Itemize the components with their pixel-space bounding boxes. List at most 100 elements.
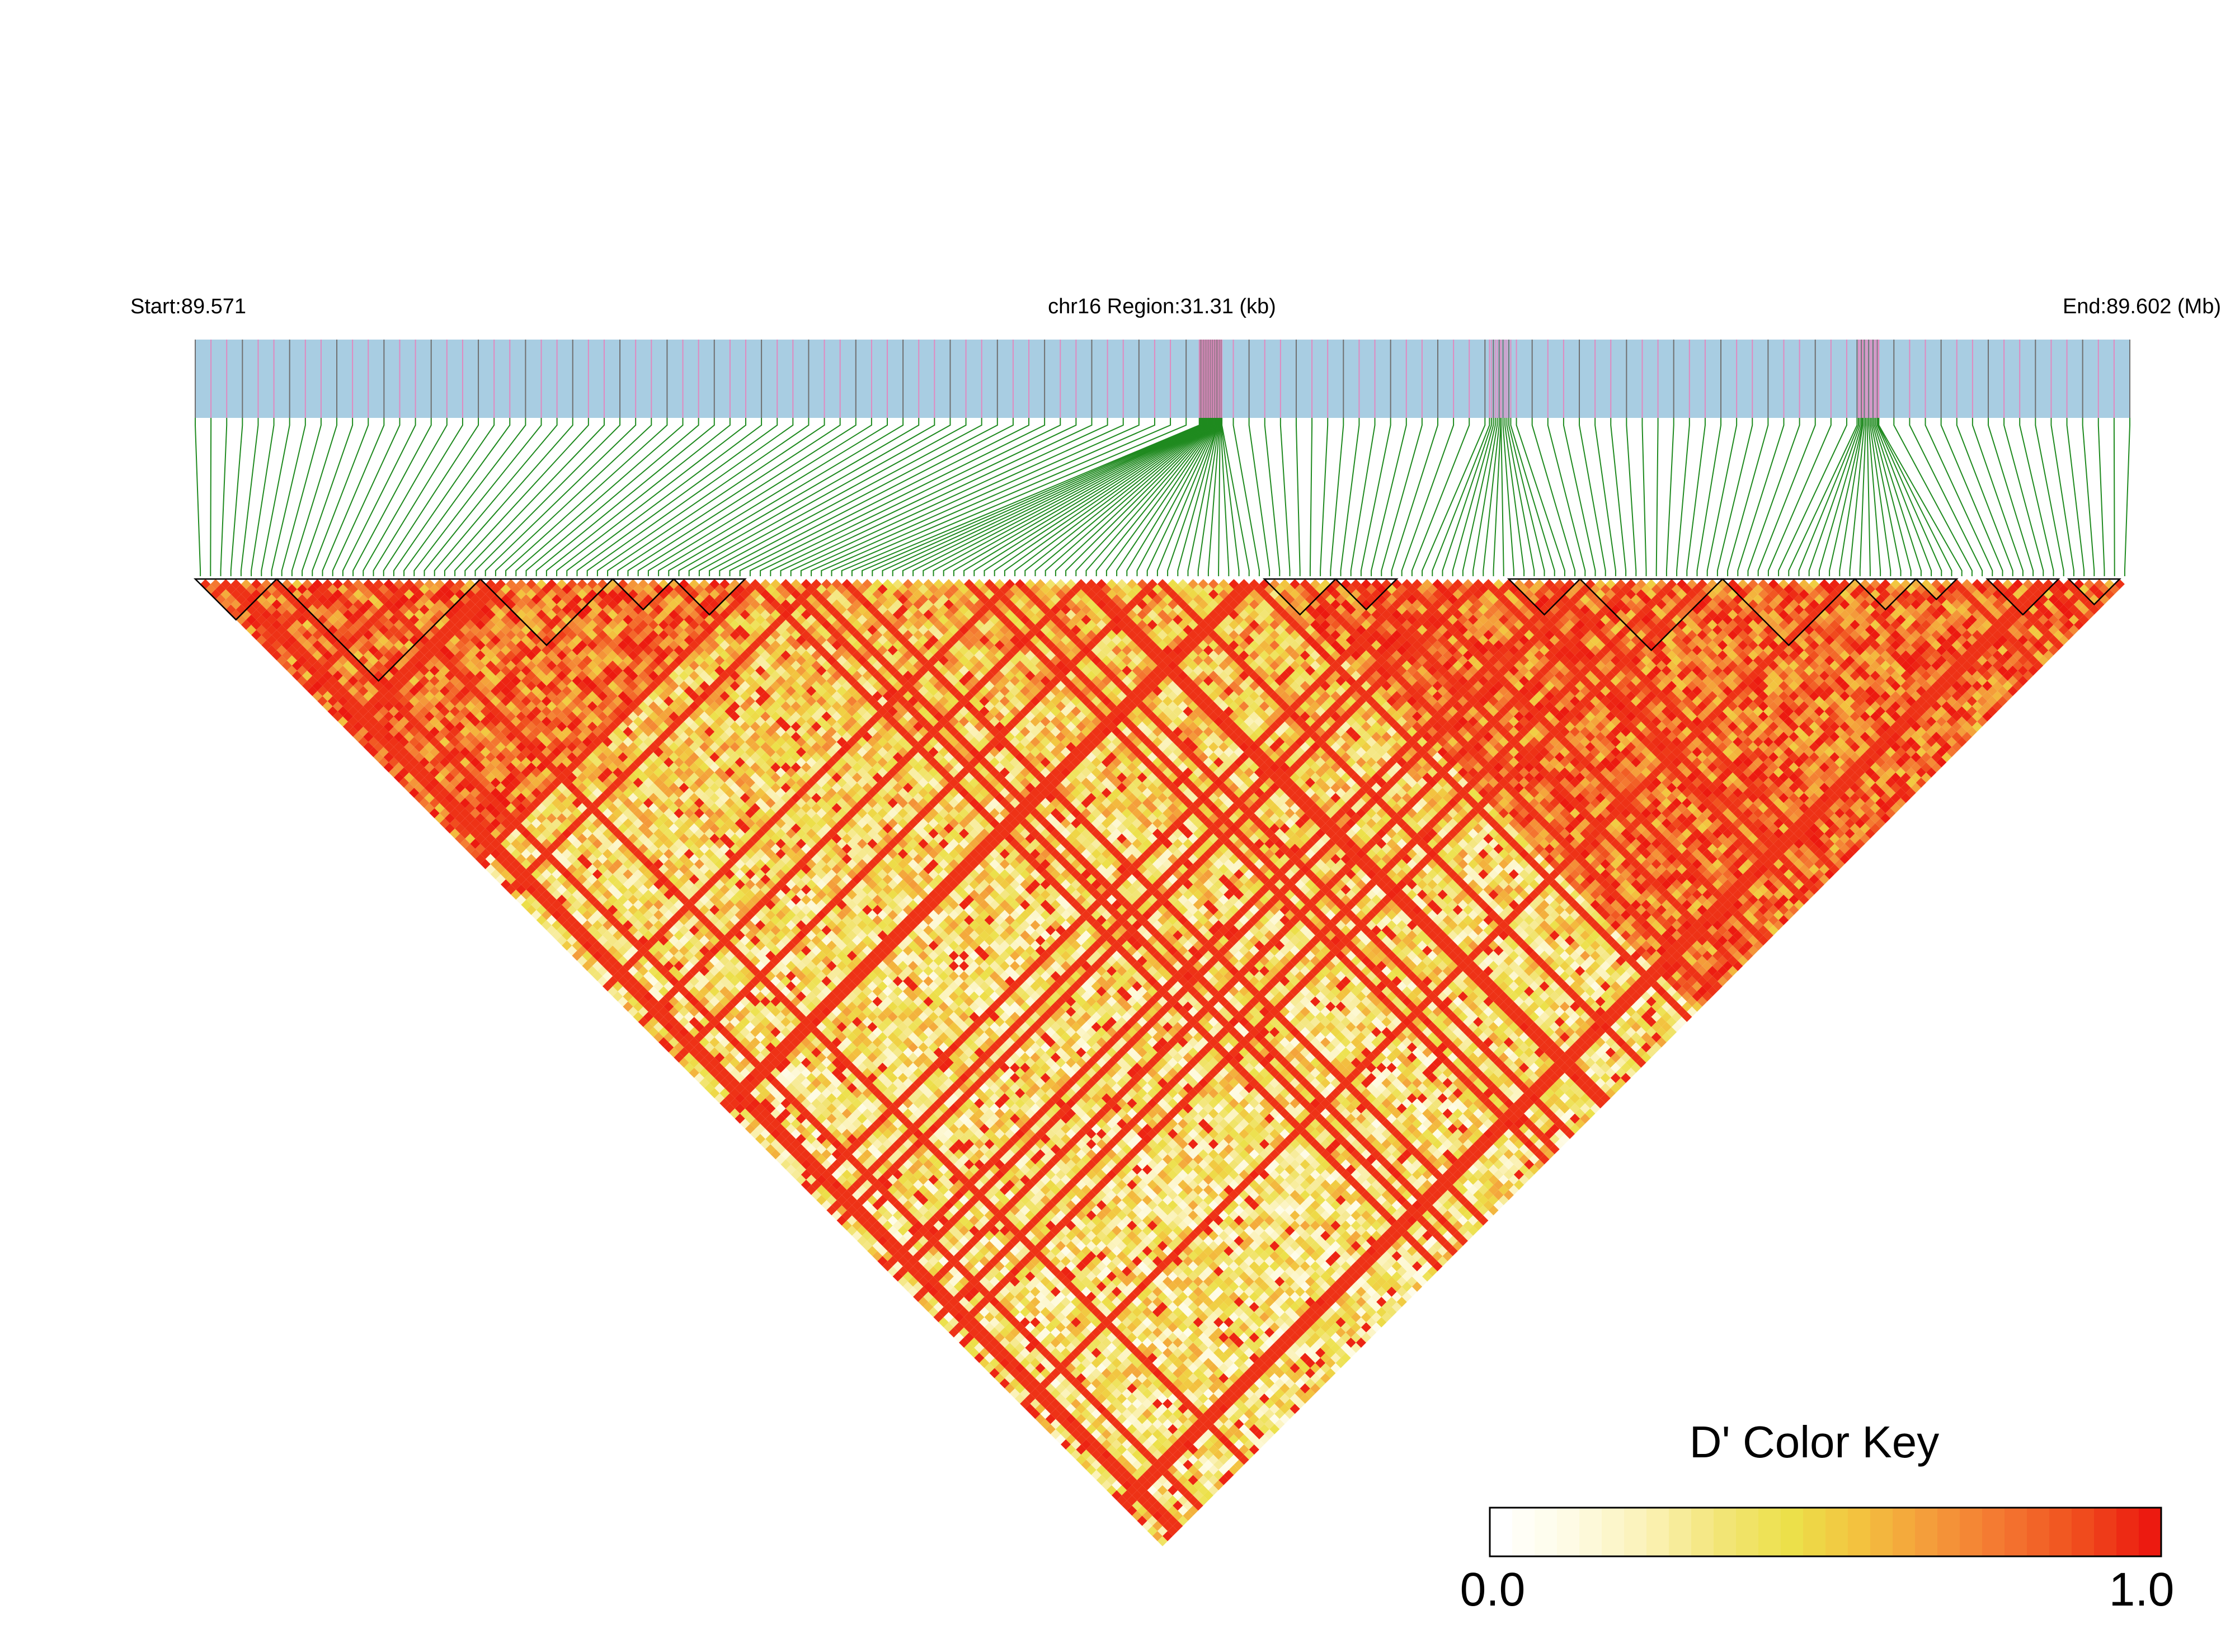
snp-connector — [637, 418, 872, 576]
ld-cell — [999, 1317, 1010, 1328]
ld-cell — [281, 650, 292, 661]
ld-cell — [948, 1266, 959, 1277]
ld-cell — [730, 1077, 740, 1088]
ld-cell — [526, 844, 537, 854]
ld-cell — [256, 584, 267, 595]
ld-cell — [780, 1149, 791, 1160]
ld-cell — [923, 1302, 934, 1312]
ld-cell — [918, 1235, 929, 1246]
ld-cell — [495, 854, 506, 864]
snp-connector — [1218, 418, 1221, 576]
ld-cell — [933, 1312, 944, 1322]
ld-cell — [694, 1072, 704, 1083]
ld-cell — [1101, 1449, 1112, 1460]
ld-cell — [1025, 1383, 1036, 1394]
ld-cell — [638, 1016, 648, 1027]
snp-connector — [902, 418, 1203, 576]
ld-cell — [261, 599, 272, 610]
ld-cell — [669, 1047, 679, 1058]
ld-cell — [603, 920, 613, 930]
ld-cell — [450, 828, 460, 839]
ld-cell — [882, 1200, 893, 1211]
snp-connector — [1055, 418, 1212, 576]
ld-cell — [526, 874, 537, 884]
ld-cell — [511, 849, 521, 859]
ld-cell — [1030, 1378, 1041, 1389]
ld-cell — [780, 1098, 791, 1109]
ld-cell — [1055, 1434, 1066, 1444]
snp-connector — [195, 418, 201, 576]
ld-cell — [664, 1001, 674, 1012]
ld-cell — [821, 1200, 832, 1211]
ld-cell — [388, 747, 399, 757]
ld-cell — [562, 910, 572, 920]
ld-cell — [557, 874, 567, 884]
ld-cell — [608, 986, 618, 997]
ld-cell — [608, 935, 618, 946]
ld-cell — [943, 1261, 954, 1272]
snp-connector — [719, 418, 998, 576]
ld-cell — [638, 996, 648, 1007]
ld-cell — [709, 1088, 720, 1099]
snp-connector — [617, 418, 841, 576]
ld-cell — [511, 869, 521, 879]
ld-cell — [892, 1220, 903, 1231]
ld-cell — [959, 1297, 970, 1307]
ld-cell — [664, 991, 674, 1002]
ld-cell — [577, 935, 587, 946]
ld-cell — [439, 777, 450, 788]
snp-connector — [688, 418, 951, 576]
snp-connector — [739, 418, 1030, 576]
ld-cell — [984, 1353, 995, 1363]
ld-cell — [388, 726, 399, 737]
ld-cell — [846, 1174, 857, 1185]
snp-connector — [363, 418, 448, 576]
ld-cell — [220, 599, 231, 610]
ld-cell — [994, 1312, 1005, 1322]
ld-cell — [1004, 1363, 1015, 1373]
snp-connector — [383, 418, 479, 576]
ld-cell — [297, 655, 308, 666]
ld-cell — [516, 834, 526, 844]
snp-connector — [1360, 418, 1391, 576]
ld-cell — [1127, 1505, 1137, 1516]
snp-connector — [2019, 418, 2054, 576]
ld-cell — [1061, 1429, 1071, 1439]
ld-cell — [1096, 1475, 1107, 1485]
ld-cell — [1035, 1383, 1046, 1394]
ld-cell — [322, 681, 333, 691]
ld-cell — [1081, 1419, 1091, 1429]
ld-cell — [608, 976, 618, 986]
ld-cell — [928, 1307, 939, 1317]
ld-cell — [1061, 1378, 1071, 1389]
ld-cell — [1112, 1460, 1122, 1470]
ld-cell — [393, 772, 404, 783]
ld-cell — [536, 874, 547, 884]
snp-connector — [872, 418, 1201, 576]
ld-cell — [618, 935, 628, 946]
ld-cell — [475, 813, 486, 823]
ld-cell — [1010, 1358, 1020, 1368]
ld-cell — [603, 950, 613, 961]
region-start-label: Start:89.571 — [130, 295, 246, 318]
ld-cell — [694, 1022, 704, 1032]
ld-cell — [628, 945, 638, 956]
snp-connector — [933, 418, 1204, 576]
ld-cell — [633, 950, 643, 961]
ld-cell — [974, 1322, 985, 1333]
ld-cell — [1071, 1429, 1081, 1439]
ld-cell — [399, 726, 410, 737]
ld-cell — [444, 803, 455, 813]
ld-cell — [984, 1302, 995, 1312]
snp-connector — [444, 418, 573, 576]
ld-cell — [857, 1205, 868, 1216]
ld-cell — [546, 925, 557, 935]
ld-cell — [526, 854, 537, 864]
ld-cell — [1061, 1409, 1071, 1419]
ld-cell — [953, 1322, 964, 1333]
ld-cell — [709, 1037, 720, 1048]
ld-cell — [291, 619, 303, 630]
ld-cell — [266, 624, 277, 636]
ld-cell — [1163, 1521, 1173, 1531]
